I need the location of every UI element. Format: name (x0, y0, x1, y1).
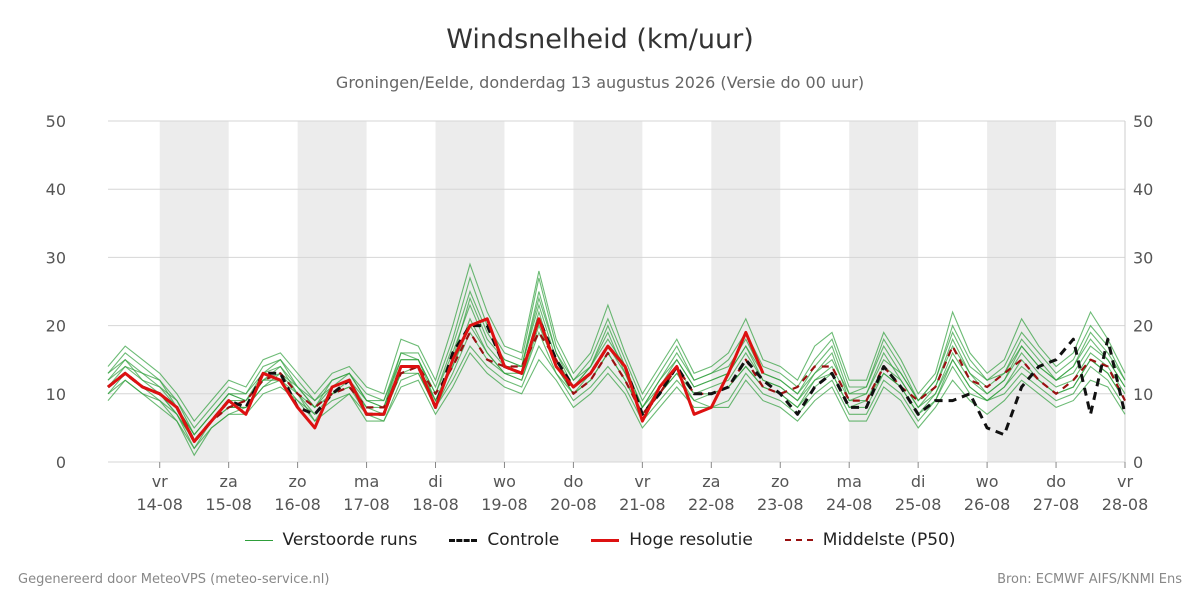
x-tick-weekday-1: za (220, 472, 238, 491)
x-tick-date-13: 27-08 (1033, 495, 1080, 514)
y-tick-right-0: 0 (1133, 453, 1143, 472)
x-tick-weekday-12: wo (976, 472, 999, 491)
series-line-middelste-p50- (107, 331, 1126, 443)
series-line-hoge-resolutie (107, 317, 765, 443)
y-tick-right-10: 10 (1133, 385, 1153, 404)
ensemble-member-line-5 (107, 262, 1126, 423)
legend-item-p50: Middelste (P50) (784, 530, 956, 550)
x-tick-weekday-8: za (702, 472, 720, 491)
legend-item-control: Controle (449, 530, 559, 550)
x-tick-date-6: 20-08 (550, 495, 597, 514)
x-tick-weekday-10: ma (837, 472, 862, 491)
x-tick-weekday-6: do (563, 472, 583, 491)
night-band-4 (711, 121, 781, 462)
legend-swatch-perturbed (244, 539, 273, 541)
chart-title: Windsnelheid (km/uur) (446, 24, 754, 55)
legend-swatch-control (449, 538, 478, 542)
x-tick-date-3: 17-08 (343, 495, 390, 514)
y-tick-left-10: 10 (46, 385, 66, 404)
x-tick-weekday-5: wo (493, 472, 516, 491)
night-band-5 (849, 121, 919, 462)
legend-label-high-res: Hoge resolutie (629, 530, 753, 550)
legend-swatch-p50 (784, 539, 813, 541)
x-tick-date-5: 19-08 (481, 495, 528, 514)
ensemble-member-line-2 (107, 276, 1126, 429)
chart-legend: Verstoorde runs Controle Hoge resolutie … (0, 530, 1200, 550)
legend-item-high-res: Hoge resolutie (591, 530, 753, 550)
x-tick-date-12: 26-08 (964, 495, 1011, 514)
x-tick-date-0: 14-08 (136, 495, 183, 514)
x-tick-weekday-4: di (428, 472, 443, 491)
ensemble-member-line-3 (107, 310, 1126, 443)
x-tick-weekday-2: zo (289, 472, 307, 491)
chart-subtitle: Groningen/Eelde, donderdag 13 augustus 2… (335, 73, 865, 92)
series-line-controle (107, 317, 1127, 443)
y-tick-left-50: 50 (46, 112, 66, 131)
x-tick-date-7: 21-08 (619, 495, 666, 514)
x-tick-date-11: 25-08 (895, 495, 942, 514)
y-tick-right-50: 50 (1133, 112, 1153, 131)
x-tick-weekday-9: zo (771, 472, 789, 491)
y-tick-right-20: 20 (1133, 317, 1153, 336)
night-band-6 (987, 121, 1057, 462)
x-tick-weekday-13: do (1046, 472, 1066, 491)
y-tick-left-0: 0 (56, 453, 66, 472)
y-tick-right-40: 40 (1133, 180, 1153, 199)
legend-label-control: Controle (487, 530, 560, 550)
legend-swatch-high-res (591, 538, 620, 542)
x-tick-date-9: 23-08 (757, 495, 804, 514)
y-tick-left-20: 20 (46, 317, 66, 336)
legend-label-p50: Middelste (P50) (822, 530, 956, 550)
ensemble-member-line-9 (107, 289, 1126, 436)
night-band-0 (159, 121, 229, 462)
x-tick-weekday-3: ma (354, 472, 379, 491)
ensemble-member-line-6 (107, 351, 1126, 457)
footer-generator: Gegenereerd door MeteoVPS (meteo-service… (18, 572, 330, 587)
x-tick-date-10: 24-08 (826, 495, 873, 514)
x-tick-date-1: 15-08 (205, 495, 252, 514)
y-tick-left-40: 40 (46, 180, 66, 199)
x-tick-date-2: 16-08 (274, 495, 321, 514)
x-tick-date-4: 18-08 (412, 495, 459, 514)
ensemble-member-line-1 (107, 344, 1126, 450)
legend-item-perturbed: Verstoorde runs (244, 530, 418, 550)
legend-label-perturbed: Verstoorde runs (282, 530, 418, 550)
x-tick-weekday-7: vr (634, 472, 650, 491)
night-band-1 (297, 121, 367, 462)
x-tick-date-8: 22-08 (688, 495, 735, 514)
night-band-3 (573, 121, 643, 462)
x-tick-weekday-0: vr (152, 472, 168, 491)
y-tick-right-30: 30 (1133, 248, 1153, 267)
footer-source: Bron: ECMWF AIFS/KNMI Ens (997, 572, 1182, 587)
y-tick-left-30: 30 (46, 248, 66, 267)
x-tick-date-14: 28-08 (1102, 495, 1149, 514)
x-tick-weekday-14: vr (1117, 472, 1133, 491)
x-tick-weekday-11: di (911, 472, 926, 491)
